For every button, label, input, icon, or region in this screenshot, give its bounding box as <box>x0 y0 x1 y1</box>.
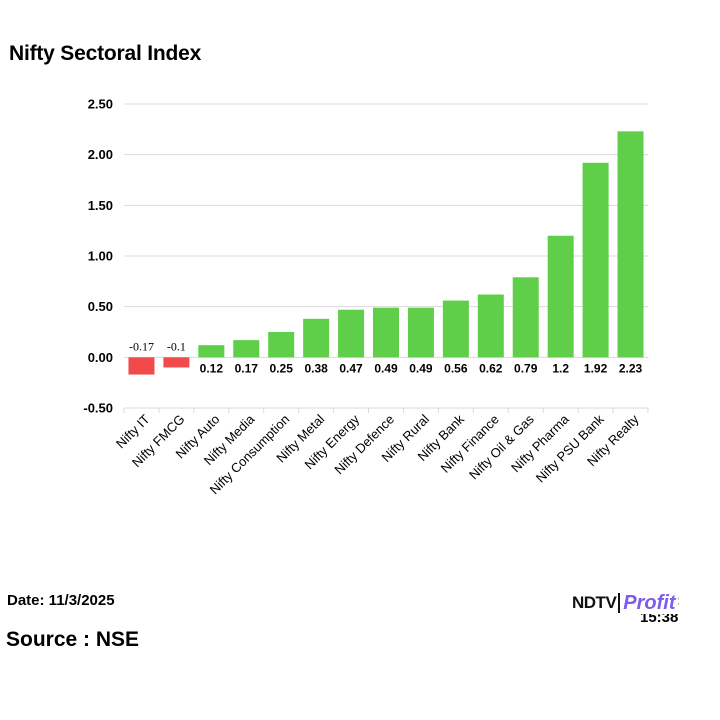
y-tick-label: 2.00 <box>88 147 113 162</box>
chart-title: Nifty Sectoral Index <box>9 42 202 65</box>
data-label: 2.23 <box>619 361 643 375</box>
data-label: 0.25 <box>270 361 294 375</box>
data-label: 0.79 <box>514 361 538 375</box>
data-label: 0.62 <box>479 361 503 375</box>
data-label: 0.49 <box>409 361 433 375</box>
bar <box>442 300 469 358</box>
bar <box>512 277 539 358</box>
bar <box>582 162 609 358</box>
data-label: 1.92 <box>584 361 608 375</box>
y-tick-label: -0.50 <box>83 401 113 416</box>
logo-separator <box>618 593 621 613</box>
data-label: -0.17 <box>129 339 154 353</box>
data-labels: -0.17 -0.1 0.12 0.17 0.25 0.38 0.47 0.49 0.49 0.5… <box>129 339 643 375</box>
data-label: 0.17 <box>235 361 259 375</box>
data-label: 0.56 <box>444 361 468 375</box>
bar <box>303 318 330 358</box>
bar <box>407 307 434 358</box>
bar <box>477 294 504 358</box>
data-label: 0.49 <box>374 361 398 375</box>
y-tick-label: 0.50 <box>88 299 113 314</box>
bar <box>198 345 225 358</box>
ndtv-profit-logo: NDTV Profit <box>572 591 678 615</box>
y-tick-label: 2.50 <box>88 97 113 112</box>
bar <box>617 131 644 358</box>
data-label: 0.38 <box>304 361 328 375</box>
bar <box>128 357 155 375</box>
y-tick-label: 0.00 <box>88 350 113 365</box>
bar <box>233 340 260 358</box>
bar <box>268 332 295 358</box>
y-tick-label: 1.50 <box>88 198 113 213</box>
y-axis-tick-labels: 2.50 2.00 1.50 1.00 0.50 0.00 -0.50 <box>83 97 113 416</box>
y-tick-label: 1.00 <box>88 249 113 264</box>
bar <box>373 307 399 358</box>
bar <box>163 357 190 368</box>
data-label: 0.47 <box>339 361 363 375</box>
bar <box>547 235 574 358</box>
bar <box>338 309 365 358</box>
data-label: -0.1 <box>167 339 186 353</box>
logo-profit-text: Profit <box>623 592 678 614</box>
data-label: 0.12 <box>200 361 224 375</box>
logo-ndtv-text: NDTV <box>572 593 617 612</box>
source-label: Source : NSE <box>6 628 140 651</box>
data-label: 1.2 <box>552 361 569 375</box>
date-label: Date: 11/3/2025 <box>7 592 115 609</box>
bars <box>128 131 644 375</box>
